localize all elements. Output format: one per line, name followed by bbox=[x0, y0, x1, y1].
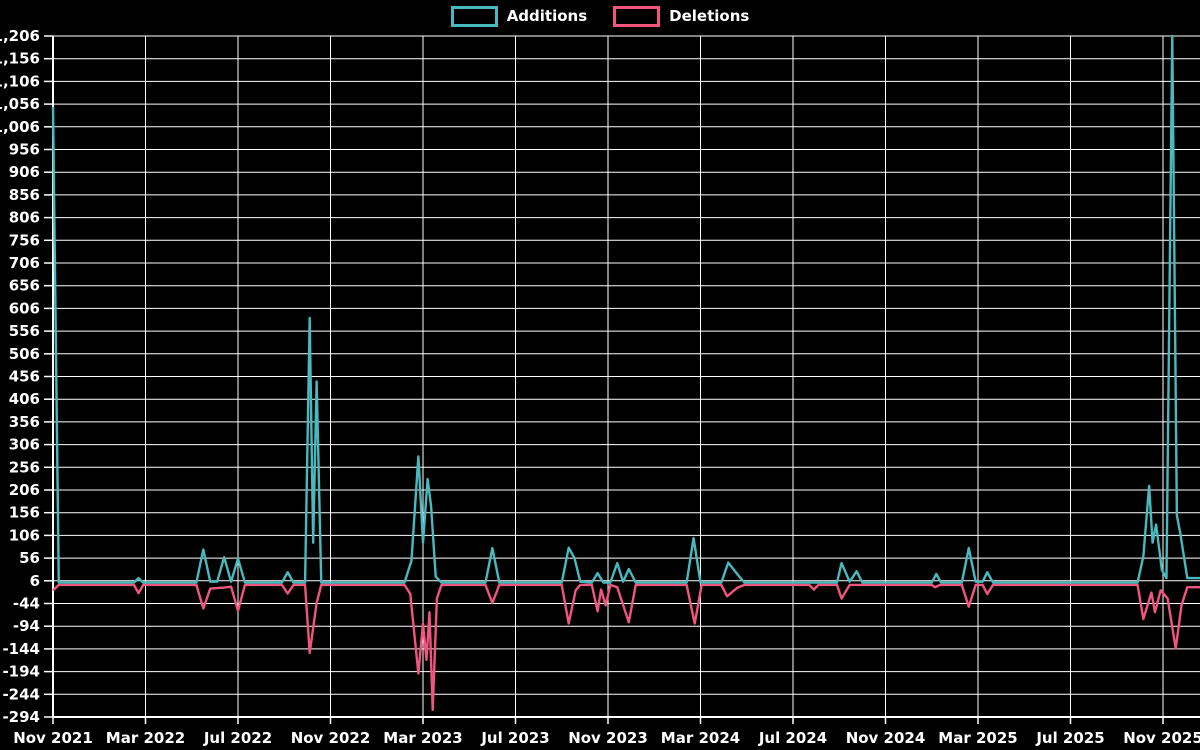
svg-text:656: 656 bbox=[9, 277, 40, 295]
svg-text:906: 906 bbox=[9, 163, 40, 181]
svg-text:-144: -144 bbox=[2, 640, 40, 658]
svg-text:Jul 2023: Jul 2023 bbox=[480, 729, 549, 747]
svg-text:Nov 2025: Nov 2025 bbox=[1123, 729, 1200, 747]
svg-text:-94: -94 bbox=[13, 617, 40, 635]
svg-text:856: 856 bbox=[9, 186, 40, 204]
svg-text:706: 706 bbox=[9, 254, 40, 272]
svg-text:356: 356 bbox=[9, 413, 40, 431]
svg-text:1,056: 1,056 bbox=[0, 95, 40, 113]
svg-text:Jul 2025: Jul 2025 bbox=[1035, 729, 1104, 747]
svg-text:Nov 2022: Nov 2022 bbox=[291, 729, 371, 747]
additions-line bbox=[51, 34, 1200, 584]
svg-text:456: 456 bbox=[9, 368, 40, 386]
svg-text:1,206: 1,206 bbox=[0, 27, 40, 45]
svg-text:756: 756 bbox=[9, 231, 40, 249]
svg-text:Jul 2024: Jul 2024 bbox=[758, 729, 827, 747]
svg-text:-294: -294 bbox=[2, 708, 40, 726]
deletions-swatch-icon bbox=[613, 5, 661, 27]
svg-text:1,106: 1,106 bbox=[0, 72, 40, 90]
svg-text:806: 806 bbox=[9, 209, 40, 227]
y-axis-labels: 1,206 1,156 1,106 1,056 1,006 956 906 856 806 756… bbox=[0, 27, 40, 726]
svg-text:956: 956 bbox=[9, 141, 40, 159]
svg-text:606: 606 bbox=[9, 299, 40, 317]
x-axis-labels: Nov 2021 Mar 2022 Jul 2022 Nov 2022 Mar 2023… bbox=[13, 729, 1200, 747]
svg-text:6: 6 bbox=[30, 572, 40, 590]
legend-item-deletions[interactable]: Deletions bbox=[613, 5, 750, 27]
svg-text:406: 406 bbox=[9, 390, 40, 408]
svg-text:Nov 2024: Nov 2024 bbox=[846, 729, 926, 747]
svg-text:56: 56 bbox=[19, 549, 40, 567]
svg-text:Jul 2022: Jul 2022 bbox=[203, 729, 272, 747]
svg-text:1,156: 1,156 bbox=[0, 50, 40, 68]
svg-text:Mar 2022: Mar 2022 bbox=[106, 729, 185, 747]
svg-text:-244: -244 bbox=[2, 685, 40, 703]
svg-text:506: 506 bbox=[9, 345, 40, 363]
svg-text:206: 206 bbox=[9, 481, 40, 499]
gridlines bbox=[52, 35, 1200, 718]
svg-text:Mar 2024: Mar 2024 bbox=[661, 729, 740, 747]
svg-text:156: 156 bbox=[9, 504, 40, 522]
additions-swatch-icon bbox=[450, 5, 498, 27]
svg-text:Mar 2025: Mar 2025 bbox=[938, 729, 1017, 747]
svg-text:106: 106 bbox=[9, 526, 40, 544]
deletions-line bbox=[52, 583, 1200, 711]
svg-text:256: 256 bbox=[9, 458, 40, 476]
legend-item-additions[interactable]: Additions bbox=[450, 5, 588, 27]
legend-label-deletions: Deletions bbox=[669, 6, 750, 25]
svg-text:1,006: 1,006 bbox=[0, 118, 40, 136]
legend-label-additions: Additions bbox=[506, 6, 588, 25]
svg-text:Nov 2023: Nov 2023 bbox=[568, 729, 648, 747]
svg-text:Nov 2021: Nov 2021 bbox=[13, 729, 93, 747]
chart-legend: Additions Deletions bbox=[0, 5, 1200, 27]
svg-text:306: 306 bbox=[9, 436, 40, 454]
tick-marks bbox=[44, 35, 1164, 724]
svg-text:-44: -44 bbox=[13, 595, 40, 613]
svg-text:Mar 2023: Mar 2023 bbox=[383, 729, 462, 747]
svg-text:556: 556 bbox=[9, 322, 40, 340]
svg-text:-194: -194 bbox=[2, 663, 40, 681]
